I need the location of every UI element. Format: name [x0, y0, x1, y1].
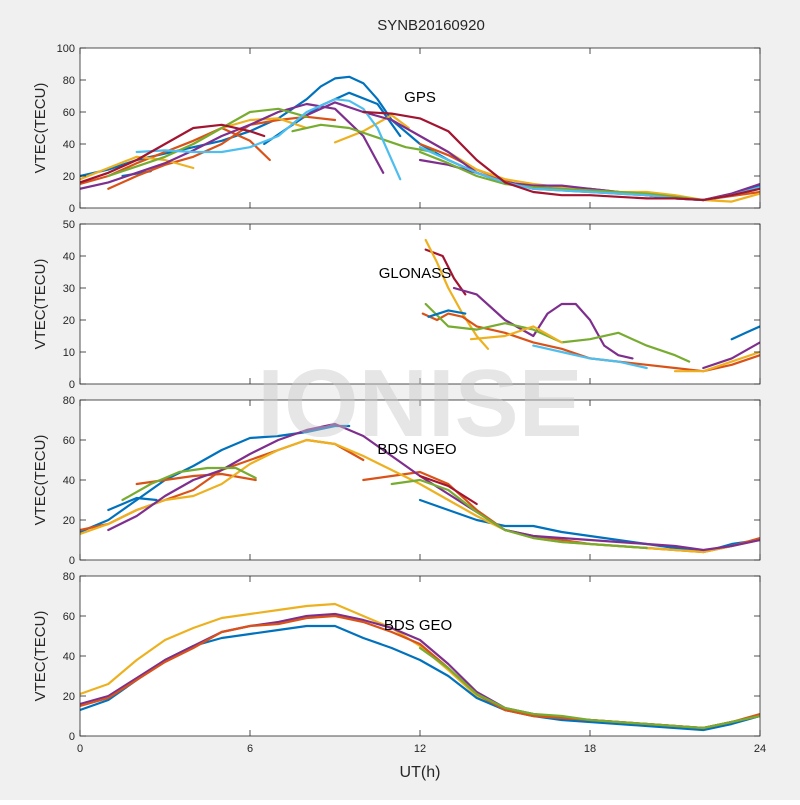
y-tick-label: 80: [63, 395, 75, 407]
x-axis-label: UT(h): [400, 764, 441, 781]
series-line-2: [452, 286, 634, 360]
y-axis-label: VTEC(TECU): [32, 83, 49, 174]
series-line-9: [390, 478, 648, 550]
y-tick-label: 50: [63, 219, 75, 231]
series-group: [80, 75, 760, 203]
y-tick-label: 20: [63, 171, 75, 183]
y-tick-label: 20: [63, 315, 75, 327]
y-tick-label: 60: [63, 435, 75, 447]
y-tick-label: 40: [63, 251, 75, 263]
series-group: [80, 422, 760, 554]
panel-label: GLONASS: [379, 265, 452, 282]
series-line-1: [107, 496, 158, 512]
plot-area: [80, 224, 760, 384]
series-line-8: [121, 466, 257, 502]
series-line-0: [424, 248, 467, 296]
series-line-10: [418, 474, 478, 506]
panel-bds-ngeo: 0 20 40 60 80 VTEC(TECU) BDS NGEO: [32, 395, 761, 567]
panel-gps: 0 20 40 60 80 100 VTEC(TECU) GPS: [32, 43, 761, 215]
y-tick-label: 80: [63, 75, 75, 87]
plot-area: [80, 576, 760, 736]
series-line-4: [418, 646, 760, 730]
x-tick-label: 6: [247, 743, 253, 755]
series-line-8: [702, 341, 760, 370]
y-tick-label: 40: [63, 651, 75, 663]
series-line-19: [362, 110, 760, 202]
y-tick-label: 10: [63, 347, 75, 359]
y-tick-label: 0: [69, 379, 75, 391]
y-tick-label: 0: [69, 731, 75, 743]
series-line-13: [107, 107, 308, 178]
series-line-10: [673, 350, 760, 373]
series-line-11: [305, 101, 478, 174]
y-tick-label: 100: [57, 43, 75, 55]
panel-label: BDS GEO: [384, 617, 452, 634]
watermark-text: IONISE: [257, 350, 582, 457]
series-line-16: [135, 98, 402, 181]
x-tick-label: 0: [77, 743, 83, 755]
y-tick-label: 0: [69, 203, 75, 215]
y-tick-label: 60: [63, 611, 75, 623]
series-group: [421, 238, 760, 373]
y-tick-label: 20: [63, 691, 75, 703]
y-tick-label: 40: [63, 475, 75, 487]
panel-bds-geo: 0 20 40 60 80 0 6 12 18 24 VTEC(TECU) BDS GEO: [32, 571, 766, 755]
series-line-6: [80, 155, 195, 181]
chart-title: SYNB20160920: [377, 17, 485, 34]
series-line-10: [80, 102, 385, 190]
series-line-4: [107, 115, 337, 190]
panel-label: GPS: [404, 89, 436, 106]
y-tick-label: 40: [63, 139, 75, 151]
x-tick-label: 12: [414, 743, 426, 755]
series-line-6: [469, 325, 563, 344]
series-group: [80, 602, 760, 732]
panel-glonass: 0 10 20 30 40 50 VTEC(TECU) GLONASS: [32, 219, 761, 391]
y-axis-label: VTEC(TECU): [32, 435, 49, 526]
y-tick-label: 80: [63, 571, 75, 583]
plot-area: [80, 48, 760, 208]
y-tick-label: 0: [69, 555, 75, 567]
series-line-8: [333, 114, 410, 144]
y-axis-label: VTEC(TECU): [32, 611, 49, 702]
y-tick-label: 20: [63, 515, 75, 527]
series-line-7: [532, 344, 648, 370]
series-line-9: [730, 325, 760, 341]
y-tick-label: 60: [63, 107, 75, 119]
x-tick-label: 24: [754, 743, 766, 755]
series-line-14: [291, 123, 436, 154]
panel-label: BDS NGEO: [377, 441, 456, 458]
y-tick-label: 30: [63, 283, 75, 295]
series-line-0: [80, 424, 351, 534]
y-axis-label: VTEC(TECU): [32, 259, 49, 350]
series-line-18: [80, 123, 266, 184]
series-line-5: [427, 309, 467, 318]
x-tick-label: 18: [584, 743, 596, 755]
